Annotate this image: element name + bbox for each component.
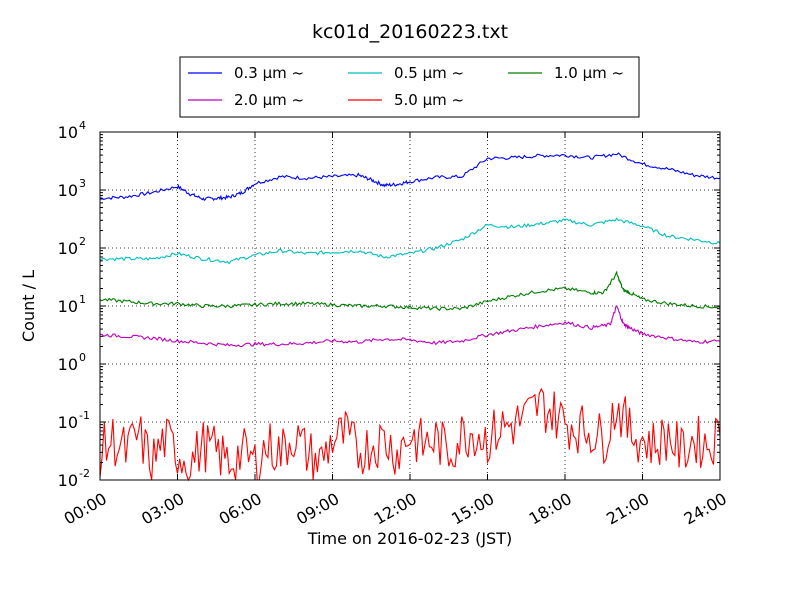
legend-label: 2.0 μm ~ (234, 91, 304, 109)
y-tick-label: 10 (58, 181, 78, 200)
y-tick-label: 10 (58, 355, 78, 374)
x-tick-label: 15:00 (448, 489, 497, 529)
x-axis-title: Time on 2016-02-23 (JST) (307, 529, 512, 548)
tick-marks (99, 131, 721, 481)
chart-title: kc01d_20160223.txt (312, 21, 508, 43)
legend-label: 0.5 μm ~ (394, 64, 464, 82)
y-tick-exponent: 4 (79, 119, 86, 132)
y-tick-label: 10 (58, 239, 78, 258)
y-tick-label: 10 (58, 297, 78, 316)
legend-label: 1.0 μm ~ (554, 64, 624, 82)
plot-area (99, 131, 721, 482)
y-tick-exponent: 1 (79, 293, 86, 306)
legend-label: 5.0 μm ~ (394, 91, 464, 109)
y-tick-label: 10 (58, 123, 78, 142)
x-tick-label: 09:00 (293, 489, 342, 529)
x-tick-label: 18:00 (526, 489, 575, 529)
series-line-1 (99, 217, 721, 265)
y-tick-exponent: -2 (79, 467, 90, 480)
x-tick-label: 03:00 (138, 489, 187, 529)
y-tick-label: 10 (58, 413, 78, 432)
x-tick-label: 24:00 (681, 489, 730, 529)
x-tick-labels: 00:00 03:00 06:00 09:00 12:00 15:00 18:00 21:00… (61, 489, 730, 529)
y-axis-title: Count / L (19, 270, 38, 342)
x-tick-label: 00:00 (61, 489, 110, 529)
series-line-0 (99, 152, 721, 202)
x-tick-label: 06:00 (216, 489, 265, 529)
series-line-3 (100, 305, 721, 348)
x-tick-label: 21:00 (603, 489, 652, 529)
legend: 0.3 μm ~ 0.5 μm ~ 1.0 μm ~ 2.0 μm ~ 5.0 μm ~ (179, 56, 640, 118)
y-tick-exponent: 0 (79, 351, 86, 364)
y-tick-exponent: -1 (79, 409, 90, 422)
series-line-4 (99, 387, 721, 482)
y-tick-exponent: 3 (79, 177, 86, 190)
series-line-2 (99, 270, 721, 312)
series-lines (99, 152, 721, 482)
legend-label: 0.3 μm ~ (234, 64, 304, 82)
x-tick-label: 12:00 (371, 489, 420, 529)
y-tick-exponent: 2 (79, 235, 86, 248)
legend-frame (179, 56, 640, 118)
y-tick-label: 10 (58, 471, 78, 490)
